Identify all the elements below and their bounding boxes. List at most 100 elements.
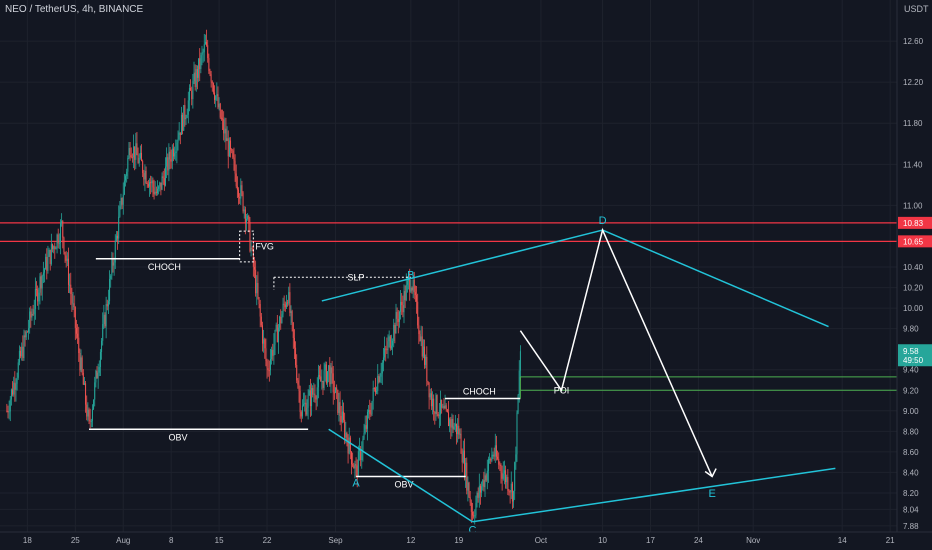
candle xyxy=(457,425,459,435)
candle xyxy=(328,365,330,372)
candle xyxy=(103,314,105,325)
candle xyxy=(128,148,130,158)
candle xyxy=(257,282,259,298)
candle xyxy=(428,382,430,398)
fvg-box xyxy=(239,230,254,263)
candle xyxy=(301,405,303,417)
candle xyxy=(287,302,289,304)
candle xyxy=(55,248,57,250)
candle xyxy=(8,411,10,413)
candle xyxy=(497,456,499,459)
candle xyxy=(288,292,290,304)
candle xyxy=(95,370,97,383)
candle xyxy=(97,372,99,379)
y-tick-label: 9.40 xyxy=(903,366,919,375)
candle xyxy=(211,81,213,84)
candle xyxy=(362,438,364,453)
candle xyxy=(178,132,180,140)
candle xyxy=(387,341,389,350)
candle xyxy=(176,142,178,152)
candle xyxy=(66,258,68,261)
candle xyxy=(195,69,197,87)
candle xyxy=(44,269,46,273)
y-tick-label: 12.60 xyxy=(903,37,924,46)
candle xyxy=(156,188,158,194)
candle xyxy=(133,146,135,158)
candle xyxy=(332,373,334,393)
candle xyxy=(419,334,421,341)
candle xyxy=(450,419,452,428)
candle xyxy=(505,470,507,483)
candle xyxy=(357,451,359,477)
candle xyxy=(396,312,398,319)
candle xyxy=(448,412,449,427)
candle xyxy=(282,303,284,315)
candle xyxy=(272,349,274,356)
candle xyxy=(479,485,481,493)
candle xyxy=(335,387,337,393)
candle xyxy=(137,155,139,164)
candle xyxy=(369,409,371,414)
candle xyxy=(258,297,260,305)
candle xyxy=(317,375,319,388)
candle xyxy=(223,119,225,134)
candle xyxy=(346,432,348,442)
candle xyxy=(139,152,141,158)
pattern-line-upper-right xyxy=(602,229,829,328)
candle xyxy=(297,380,299,385)
candle xyxy=(74,307,76,328)
candle xyxy=(93,399,95,410)
candle xyxy=(227,138,229,157)
candle xyxy=(143,173,145,180)
projection-path xyxy=(519,227,713,477)
pattern-line-upper-left xyxy=(321,229,603,302)
x-tick-label: 25 xyxy=(71,536,80,545)
candle xyxy=(394,324,396,334)
candle xyxy=(311,388,313,407)
candle xyxy=(183,105,185,131)
candle xyxy=(20,350,22,357)
candle xyxy=(226,138,228,141)
candle xyxy=(212,83,214,93)
candle xyxy=(358,449,360,452)
candle xyxy=(162,176,164,179)
candle xyxy=(467,482,469,491)
candle xyxy=(283,303,285,305)
candle xyxy=(83,383,85,385)
pattern-point-C: C xyxy=(468,525,476,537)
candle xyxy=(453,426,455,430)
candle xyxy=(412,280,414,291)
candle xyxy=(361,452,363,460)
candle xyxy=(309,390,311,407)
candle xyxy=(487,459,489,471)
candle xyxy=(517,395,519,413)
candle xyxy=(313,393,315,395)
x-tick-label: 21 xyxy=(886,536,895,545)
candle xyxy=(449,419,451,427)
candle xyxy=(94,382,96,400)
candle xyxy=(473,515,475,517)
candle xyxy=(275,324,277,331)
candle xyxy=(341,411,343,423)
candle xyxy=(208,58,210,71)
candle xyxy=(372,387,374,401)
candle xyxy=(477,492,479,498)
y-tick-label: 8.40 xyxy=(903,468,919,477)
candle xyxy=(445,405,447,410)
candle xyxy=(107,301,109,307)
candle xyxy=(122,194,124,205)
candle xyxy=(291,311,293,323)
candle xyxy=(506,477,508,483)
y-tick-label: 8.04 xyxy=(903,505,919,514)
candle xyxy=(160,182,162,190)
candle xyxy=(45,256,47,270)
candle xyxy=(333,392,335,394)
candle xyxy=(115,235,117,241)
candle xyxy=(247,215,249,219)
candle xyxy=(253,266,255,270)
fvg-label: FVG xyxy=(255,241,274,251)
candle xyxy=(204,41,206,45)
x-tick-label: 15 xyxy=(215,536,224,545)
candle xyxy=(51,244,53,249)
